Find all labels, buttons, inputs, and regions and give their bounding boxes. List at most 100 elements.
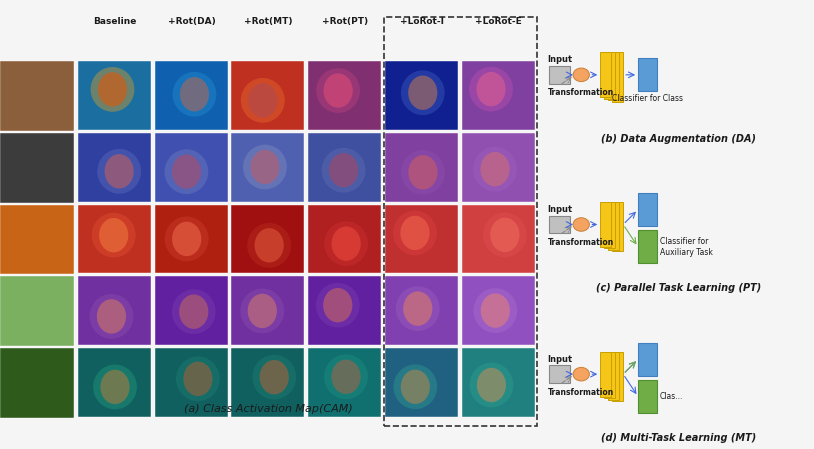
Bar — [308, 61, 381, 130]
Ellipse shape — [97, 299, 126, 334]
Bar — [462, 61, 535, 130]
Text: Classifier for Class: Classifier for Class — [612, 94, 683, 103]
Bar — [608, 202, 619, 250]
Ellipse shape — [172, 289, 216, 334]
Text: (d) Multi-Task Learning (MT): (d) Multi-Task Learning (MT) — [601, 433, 756, 443]
Bar — [308, 133, 381, 202]
Bar — [600, 202, 611, 247]
Text: +Rot(DA): +Rot(DA) — [168, 17, 216, 26]
Ellipse shape — [481, 293, 510, 328]
Bar — [638, 230, 657, 264]
Ellipse shape — [90, 294, 133, 339]
Ellipse shape — [316, 68, 360, 113]
Bar — [385, 348, 457, 417]
Bar — [78, 133, 151, 202]
Bar — [549, 216, 571, 233]
Text: Input: Input — [547, 55, 572, 64]
Bar — [549, 365, 571, 383]
Ellipse shape — [324, 354, 368, 399]
Bar — [385, 133, 457, 202]
Bar — [638, 343, 657, 376]
Bar — [638, 58, 657, 91]
Ellipse shape — [331, 226, 361, 261]
Ellipse shape — [393, 211, 437, 255]
Bar — [608, 352, 619, 400]
Ellipse shape — [403, 291, 432, 326]
Bar — [231, 205, 304, 273]
Bar — [604, 53, 615, 99]
Text: Transformation: Transformation — [548, 387, 615, 396]
Ellipse shape — [324, 221, 368, 266]
Ellipse shape — [247, 223, 291, 268]
Ellipse shape — [396, 286, 440, 331]
Bar — [155, 205, 228, 273]
Ellipse shape — [474, 288, 517, 333]
Ellipse shape — [100, 370, 129, 404]
Ellipse shape — [573, 367, 589, 381]
Ellipse shape — [104, 154, 133, 189]
Bar — [612, 202, 624, 251]
Text: Input: Input — [547, 355, 572, 364]
Ellipse shape — [247, 294, 277, 328]
Ellipse shape — [92, 213, 136, 258]
Ellipse shape — [251, 150, 279, 184]
Ellipse shape — [98, 149, 141, 194]
Text: (c) Parallel Task Learning (PT): (c) Parallel Task Learning (PT) — [596, 283, 761, 293]
Ellipse shape — [183, 361, 212, 396]
Ellipse shape — [316, 283, 360, 328]
Ellipse shape — [252, 355, 296, 400]
Ellipse shape — [473, 147, 517, 192]
Ellipse shape — [172, 154, 201, 189]
Bar — [604, 352, 615, 398]
Text: Transformation: Transformation — [548, 88, 615, 97]
Bar — [78, 205, 151, 273]
Bar — [385, 277, 457, 345]
Ellipse shape — [573, 68, 589, 82]
Ellipse shape — [98, 72, 127, 106]
Ellipse shape — [400, 216, 430, 250]
Ellipse shape — [573, 218, 589, 231]
Bar — [155, 348, 228, 417]
Ellipse shape — [490, 218, 519, 252]
Ellipse shape — [329, 153, 358, 187]
Ellipse shape — [393, 365, 437, 409]
Text: Transformation: Transformation — [548, 238, 615, 247]
Bar — [638, 193, 657, 226]
Ellipse shape — [164, 150, 208, 194]
Bar — [78, 277, 151, 345]
Ellipse shape — [243, 145, 287, 189]
Bar — [462, 348, 535, 417]
Bar — [462, 277, 535, 345]
Ellipse shape — [483, 212, 527, 257]
Ellipse shape — [176, 357, 220, 401]
Bar — [231, 61, 304, 130]
Text: +Rot(MT): +Rot(MT) — [244, 17, 293, 26]
Bar — [155, 133, 228, 202]
Bar — [612, 352, 624, 401]
Bar — [462, 205, 535, 273]
Bar — [608, 53, 619, 100]
Bar — [308, 348, 381, 417]
Ellipse shape — [323, 73, 352, 108]
Ellipse shape — [400, 70, 444, 115]
Text: Clas...: Clas... — [659, 392, 683, 401]
Ellipse shape — [477, 368, 506, 402]
Ellipse shape — [255, 228, 284, 263]
Bar — [638, 380, 657, 413]
Ellipse shape — [469, 67, 513, 111]
Ellipse shape — [93, 365, 137, 409]
Text: (a) Class Activation Map(CAM): (a) Class Activation Map(CAM) — [184, 404, 353, 414]
Bar — [231, 277, 304, 345]
Bar — [78, 61, 151, 130]
Ellipse shape — [322, 148, 365, 193]
Ellipse shape — [99, 218, 129, 252]
Bar — [0, 277, 74, 346]
Ellipse shape — [401, 150, 444, 195]
Bar — [462, 133, 535, 202]
Bar — [308, 277, 381, 345]
Text: +LoRot-E: +LoRot-E — [475, 17, 523, 26]
Ellipse shape — [173, 72, 217, 117]
Text: +LoRot-I: +LoRot-I — [400, 17, 444, 26]
Bar — [600, 352, 611, 396]
Text: +Rot(PT): +Rot(PT) — [322, 17, 369, 26]
